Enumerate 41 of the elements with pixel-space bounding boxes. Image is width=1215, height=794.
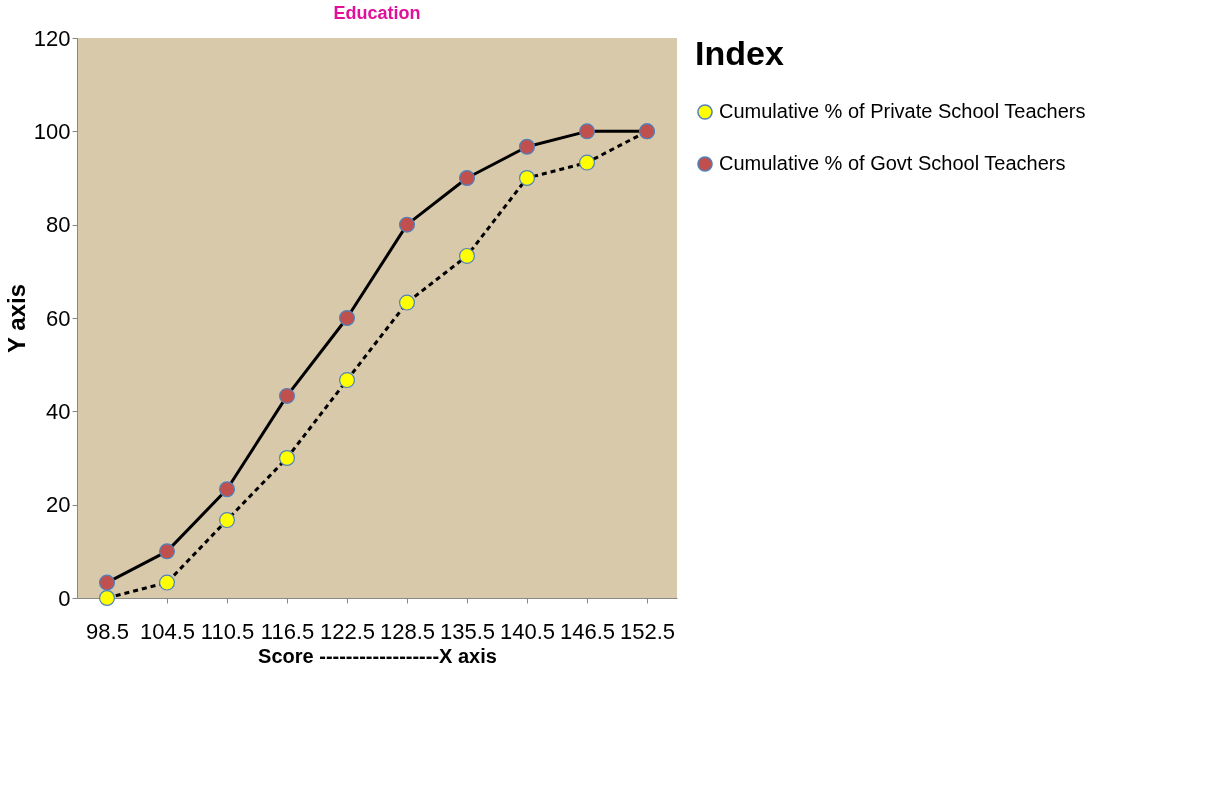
x-tick-label: 122.5 [319, 618, 376, 644]
y-tick-label: 100 [33, 118, 71, 144]
legend-label: Cumulative % of Private School Teachers [719, 100, 1086, 122]
point [98, 574, 116, 591]
y-tick-label: 120 [33, 25, 71, 51]
x-tick-label: 98.5 [86, 618, 129, 644]
x-tick-label: 135.5 [439, 618, 496, 644]
point [458, 170, 476, 186]
x-tick-label: 146.5 [559, 618, 616, 644]
point [398, 216, 416, 233]
x-tick-label: 104.5 [139, 618, 196, 644]
point [278, 450, 296, 466]
point [578, 123, 596, 140]
point [518, 138, 536, 155]
x-tick-label: 116.5 [260, 618, 315, 644]
y-tick-label: 20 [46, 492, 71, 518]
point [458, 247, 476, 264]
point [158, 543, 176, 560]
x-tick-label: 110.5 [200, 618, 255, 644]
point [218, 481, 236, 498]
x-axis-title: Score ------------------X axis [258, 644, 497, 667]
legend-label: Cumulative % of Govt School Teachers [719, 152, 1066, 174]
y-tick-label: 60 [46, 305, 71, 331]
point [338, 372, 356, 389]
x-tick-label: 140.5 [499, 618, 556, 644]
point [518, 170, 536, 186]
point [398, 294, 416, 311]
point [278, 387, 296, 404]
point [158, 574, 176, 591]
legend-title: Index [695, 34, 784, 72]
y-tick-label: 40 [46, 398, 71, 424]
point [338, 310, 356, 326]
chart-title: Education [333, 3, 421, 23]
x-tick-label: 152.5 [619, 618, 676, 644]
y-tick-label: 0 [58, 585, 71, 611]
point [218, 512, 236, 529]
point [578, 154, 596, 171]
y-tick-label: 80 [46, 212, 71, 238]
point [98, 590, 116, 606]
x-tick-label: 128.5 [379, 618, 436, 644]
y-axis-title: Y axis [2, 284, 30, 353]
